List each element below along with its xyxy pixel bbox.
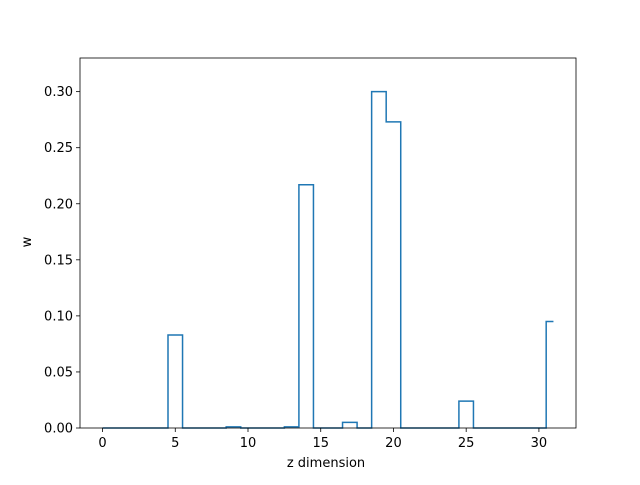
x-tick-label: 10	[240, 436, 257, 451]
x-tick-label: 20	[385, 436, 402, 451]
x-axis: 0 5 10 15 20 25 30	[98, 428, 547, 451]
x-tick-label: 0	[98, 436, 106, 451]
y-tick-label: 0.15	[44, 253, 73, 268]
y-tick-label: 0.20	[44, 197, 73, 212]
series-0-step-line	[102, 90, 554, 429]
x-tick-label: 25	[458, 436, 475, 451]
y-tick-label: 0.00	[44, 422, 73, 437]
y-tick-label: 0.25	[44, 141, 73, 156]
axes-frame	[79, 57, 577, 429]
y-axis-label: w	[20, 236, 35, 247]
y-tick-label: 0.30	[44, 85, 73, 100]
x-tick-label: 30	[531, 436, 548, 451]
plot-area	[79, 57, 577, 429]
y-tick-label: 0.10	[44, 309, 73, 324]
x-tick-label: 5	[171, 436, 179, 451]
x-axis-label: z dimension	[287, 456, 365, 471]
y-axis: 0.00 0.05 0.10 0.15 0.20 0.25 0.30	[44, 85, 80, 437]
y-tick-label: 0.05	[44, 365, 73, 380]
x-tick-label: 15	[312, 436, 329, 451]
